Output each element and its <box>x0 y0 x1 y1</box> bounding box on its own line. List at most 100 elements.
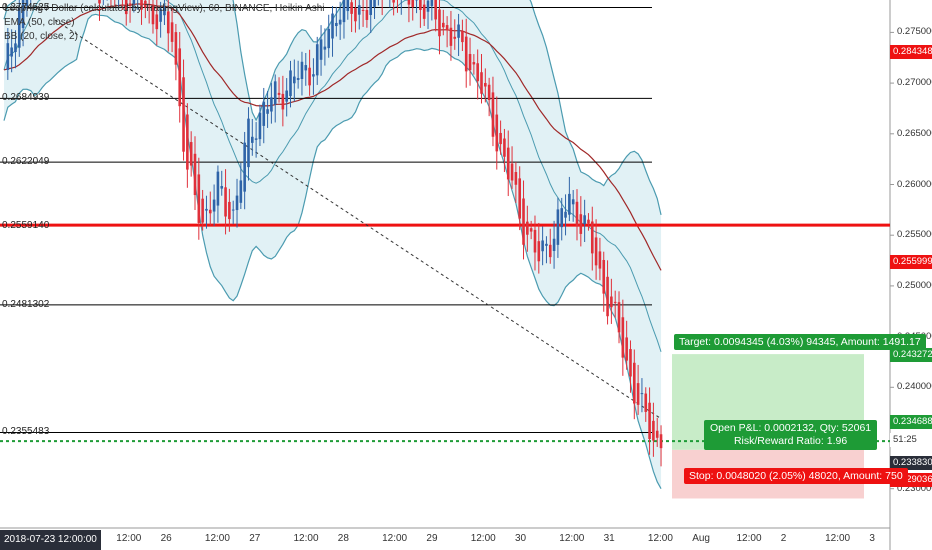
bb-legend[interactable]: BB (20, close, 2) <box>4 31 78 42</box>
candle-body <box>273 81 277 105</box>
candle-body <box>453 36 457 39</box>
time-tick-label: 12:00 <box>647 533 673 544</box>
ema-legend[interactable]: EMA (50, close) <box>4 17 75 28</box>
candle-body <box>468 53 472 71</box>
candle-body <box>503 138 506 157</box>
candle-body <box>449 27 453 46</box>
fib-level-label: 0.2355483 <box>2 426 50 438</box>
candle-body <box>434 0 437 20</box>
candle-body <box>331 13 334 39</box>
candle-body <box>568 193 571 215</box>
price-tick-label: 0.2400000 <box>897 381 932 393</box>
candle-body <box>590 221 594 254</box>
candle-body <box>491 92 495 137</box>
fib-level-label: 0.2481302 <box>2 298 50 310</box>
candle-body <box>315 44 319 76</box>
candle-body <box>17 8 21 48</box>
candle-body <box>587 219 590 224</box>
countdown-label: 51:25 <box>890 433 932 447</box>
candle-body <box>212 199 216 212</box>
candle-body <box>606 276 609 317</box>
price-tag-upper-red: 0.2843485 <box>890 45 932 59</box>
price-tag-lower-red: 0.2559991 <box>890 255 932 269</box>
candle-body <box>594 237 598 266</box>
candle-body <box>652 420 655 441</box>
time-tick-label: 12:00 <box>382 533 408 544</box>
candle-body <box>361 9 365 11</box>
candle-body <box>124 0 128 15</box>
price-tag-entry: 0.2338304 <box>890 456 932 470</box>
candle-body <box>648 402 651 440</box>
candle-body <box>472 62 476 65</box>
candle-body <box>636 383 640 405</box>
candle-body <box>197 174 201 223</box>
candle-body <box>610 296 613 308</box>
fib-level-label: 0.2774525 <box>2 1 50 13</box>
candle-body <box>526 221 529 235</box>
candle-body <box>254 138 258 140</box>
candle-body <box>346 0 350 12</box>
candle-body <box>258 112 262 140</box>
candle-body <box>277 92 281 95</box>
candle-body <box>14 43 17 53</box>
candle-body <box>166 11 170 34</box>
candle-body <box>155 14 159 30</box>
time-tick-label: 2 <box>780 533 787 544</box>
price-tick-label: 0.2650000 <box>897 127 932 139</box>
candle-body <box>633 362 636 404</box>
candle-body <box>602 259 606 294</box>
candle-body <box>186 114 189 170</box>
candle-body <box>522 198 525 245</box>
candle-body <box>235 195 239 211</box>
time-tick-label: 30 <box>515 533 527 544</box>
time-tick-label: 12:00 <box>825 533 851 544</box>
candle-body <box>461 31 464 43</box>
candle-body <box>205 208 208 211</box>
time-tick-label: 12:00 <box>736 533 762 544</box>
price-tick-label: 0.2300000 <box>897 482 932 494</box>
candle-body <box>300 61 304 79</box>
candle-body <box>422 4 426 19</box>
candle-body <box>560 208 564 228</box>
time-tick-label: 12:00 <box>293 533 319 544</box>
candle-body <box>445 25 449 31</box>
candle-body <box>510 163 514 181</box>
price-tick-label: 0.2700000 <box>897 77 932 89</box>
stop-label[interactable]: Stop: 0.0048020 (2.05%) 48020, Amount: 7… <box>684 468 908 484</box>
candle-body <box>193 153 197 196</box>
candle-body <box>178 48 182 107</box>
time-tick-label: 12:00 <box>470 533 496 544</box>
candle-body <box>564 211 567 218</box>
candle-body <box>369 0 373 15</box>
target-label[interactable]: Target: 0.0094345 (4.03%) 94345, Amount:… <box>674 334 926 350</box>
candle-body <box>266 109 269 114</box>
time-cursor-label: 2018-07-23 12:00:00 <box>0 530 101 550</box>
candle-body <box>575 201 579 227</box>
candle-body <box>228 201 231 220</box>
ema-line <box>3 3 662 271</box>
price-tick-label: 0.2750000 <box>897 26 932 38</box>
time-tick-label: 26 <box>160 533 172 544</box>
candle-body <box>281 93 285 110</box>
open-pnl-text: Open P&L: 0.0002132, Qty: 52061 <box>710 422 872 434</box>
candle-body <box>98 0 101 4</box>
candle-body <box>556 209 560 245</box>
time-tick-label: 12:00 <box>204 533 230 544</box>
candle-body <box>438 9 441 37</box>
candle-body <box>21 0 25 29</box>
candle-body <box>247 118 250 168</box>
price-tag-current: 0.2346880 <box>890 415 932 429</box>
candle-body <box>350 2 353 14</box>
candle-body <box>392 0 395 3</box>
candle-body <box>159 8 162 22</box>
open-pnl-label[interactable]: Open P&L: 0.0002132, Qty: 52061 Risk/Rew… <box>704 420 878 450</box>
candle-body <box>335 22 338 27</box>
candle-body <box>189 142 193 166</box>
candle-body <box>338 19 342 25</box>
risk-reward-text: Risk/Reward Ratio: 1.96 <box>733 435 848 447</box>
candle-body <box>147 4 151 6</box>
candle-body <box>548 244 552 258</box>
candle-body <box>419 0 422 11</box>
